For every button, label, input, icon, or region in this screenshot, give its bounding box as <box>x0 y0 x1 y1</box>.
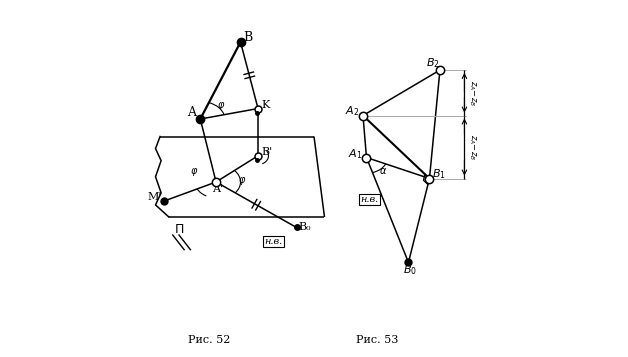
Text: Рис. 53: Рис. 53 <box>356 335 398 345</box>
Text: B': B' <box>261 147 273 157</box>
Text: $\varphi$: $\varphi$ <box>238 176 246 187</box>
Text: $\alpha$: $\alpha$ <box>379 166 387 176</box>
Text: B₀: B₀ <box>298 222 310 232</box>
Text: $\Pi$: $\Pi$ <box>174 223 185 236</box>
Text: A: A <box>187 106 196 119</box>
Text: $B_1$: $B_1$ <box>431 167 445 181</box>
Text: $B_0$: $B_0$ <box>403 263 417 277</box>
Text: н.в.: н.в. <box>264 237 283 246</box>
Text: н.в.: н.в. <box>360 195 379 204</box>
Text: $A_1$: $A_1$ <box>348 147 362 161</box>
Text: $z_A\!-\!z_B$: $z_A\!-\!z_B$ <box>467 80 477 106</box>
Text: B: B <box>243 31 252 44</box>
Text: K: K <box>261 100 270 110</box>
Text: $z_A\!-\!z_B$: $z_A\!-\!z_B$ <box>467 134 477 160</box>
Text: $A_2$: $A_2$ <box>345 105 359 118</box>
Text: A': A' <box>212 184 224 194</box>
Text: $B_2$: $B_2$ <box>426 56 440 70</box>
Text: $\varphi$: $\varphi$ <box>190 166 198 178</box>
Text: $\varphi$: $\varphi$ <box>217 100 225 111</box>
Text: Рис. 52: Рис. 52 <box>188 335 230 345</box>
Text: M': M' <box>147 192 162 202</box>
